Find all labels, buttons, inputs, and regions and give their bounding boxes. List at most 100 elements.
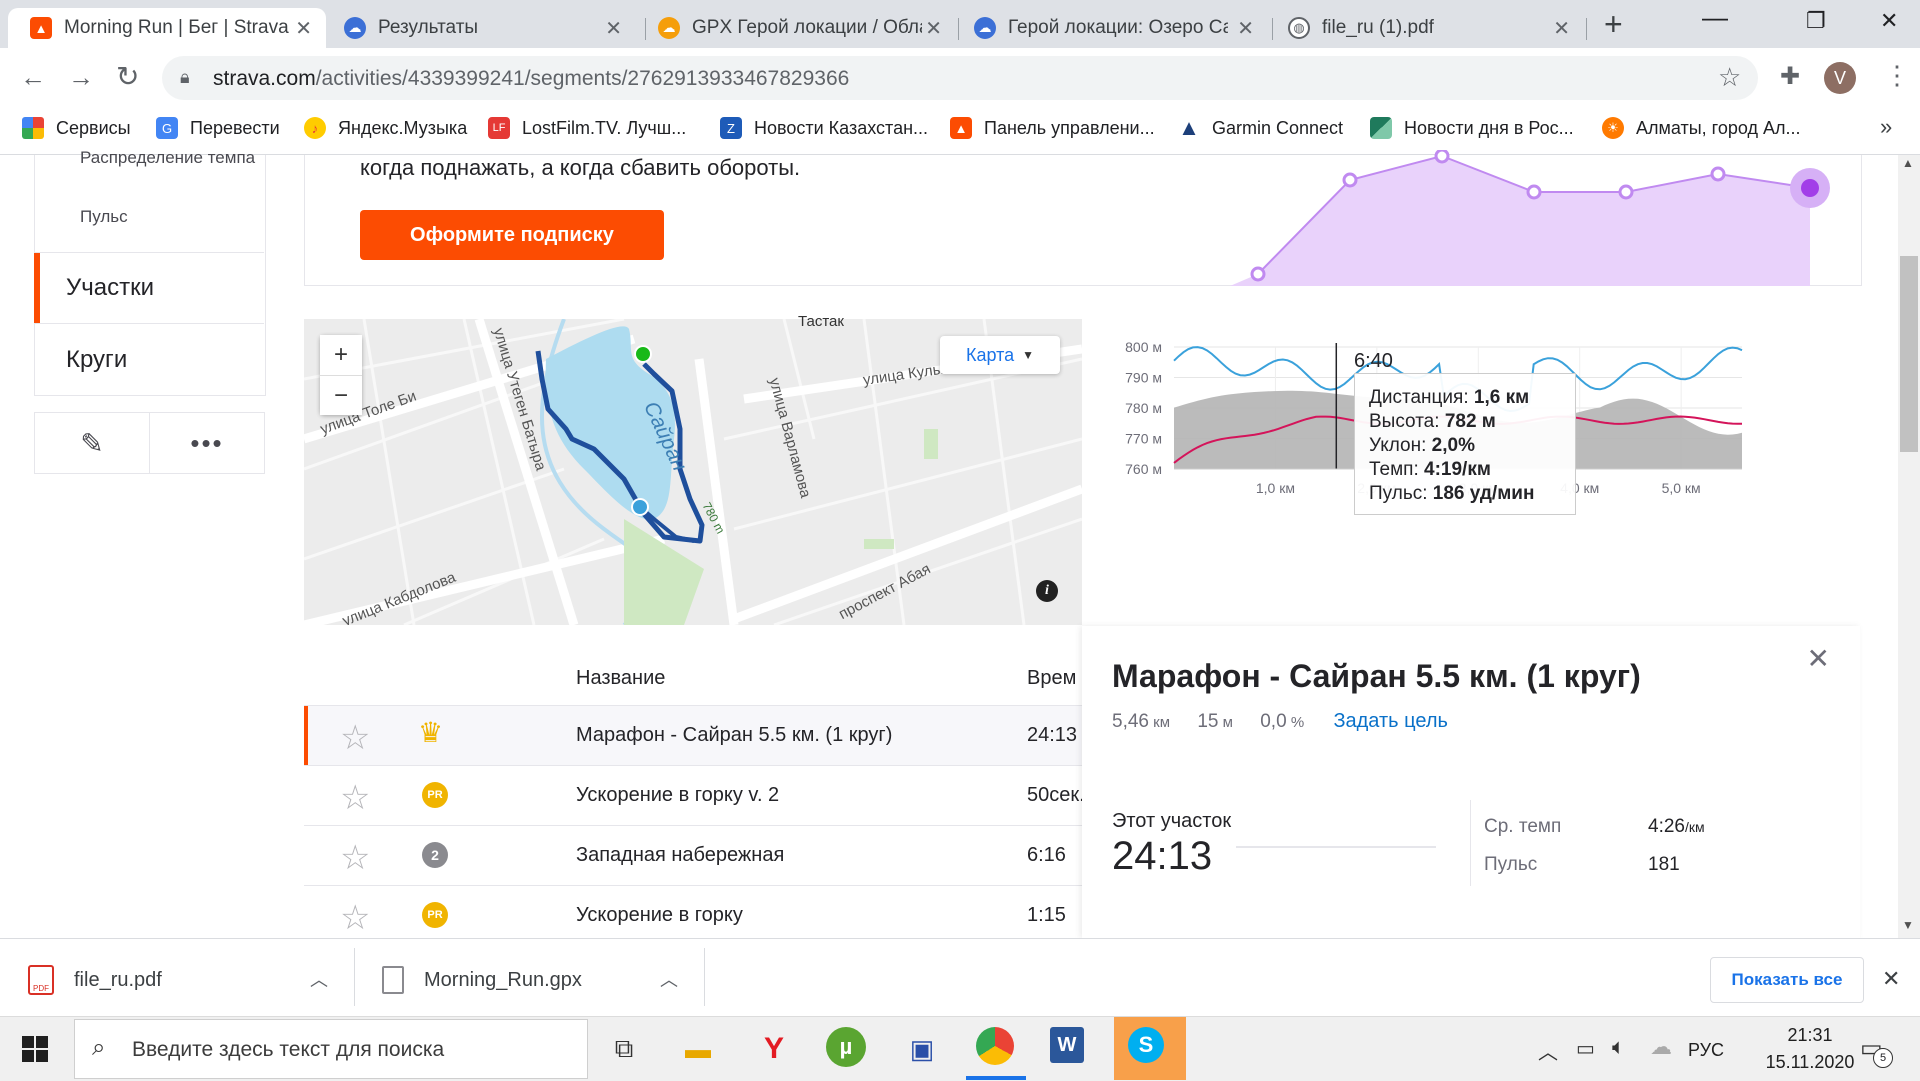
taskbar-search[interactable] xyxy=(74,1019,588,1079)
promo-text: когда поднажать, а когда сбавить обороты… xyxy=(360,155,801,180)
tab-strava[interactable]: ▲ Morning Run | Бег | Strava ✕ xyxy=(8,8,326,48)
close-tab-icon[interactable]: ✕ xyxy=(605,17,622,40)
sidebar-item-laps[interactable]: Круги xyxy=(66,346,128,373)
back-icon[interactable]: ← xyxy=(20,62,46,92)
star-icon[interactable]: ☆ xyxy=(340,839,371,877)
bookmark-star-icon[interactable]: ☆ xyxy=(1718,62,1742,92)
url-path: /activities/4339399241/segments/27629139… xyxy=(315,67,850,90)
forward-icon[interactable]: → xyxy=(68,62,94,92)
floppy-save-icon[interactable]: ▣ xyxy=(909,1033,935,1064)
word-icon[interactable]: W xyxy=(1050,1027,1084,1063)
segment-name[interactable]: Ускорение в горку v. 2 xyxy=(576,784,780,806)
tab-gpx[interactable]: ☁ GPX Герой локации / Обла ✕ xyxy=(646,8,956,48)
download-item-pdf[interactable]: file_ru.pdf xyxy=(74,969,162,991)
file-explorer-icon[interactable]: ▬ xyxy=(685,1033,711,1064)
sidebar-item-segments[interactable]: Участки xyxy=(66,274,154,301)
y-tick-label: 800 м xyxy=(1125,339,1162,355)
address-bar[interactable] xyxy=(162,56,1758,100)
info-icon[interactable]: i xyxy=(1036,580,1058,602)
bookmark-news-kz[interactable]: Z Новости Казахстан... xyxy=(720,117,928,139)
scrollbar-thumb[interactable] xyxy=(1900,256,1918,452)
clock-date[interactable]: 15.11.2020 xyxy=(1765,1052,1855,1072)
table-row[interactable]: ☆ 2 Западная набережная 6:16 xyxy=(304,825,1082,886)
close-tab-icon[interactable]: ✕ xyxy=(1237,17,1254,40)
star-icon[interactable]: ☆ xyxy=(340,719,371,757)
map-type-dropdown[interactable]: Карта ▼ xyxy=(940,336,1060,374)
speaker-icon[interactable]: 🔈︎ xyxy=(1612,1034,1626,1059)
close-icon[interactable]: ✕ xyxy=(1806,643,1830,674)
chevron-up-icon[interactable]: ︿ xyxy=(310,970,328,990)
cloud-tray-icon[interactable]: ☁ xyxy=(1650,1034,1672,1059)
more-bookmarks-icon[interactable]: » xyxy=(1880,114,1893,139)
tab-pdf[interactable]: ◍ file_ru (1).pdf ✕ xyxy=(1274,8,1584,48)
download-item-gpx[interactable]: Morning_Run.gpx xyxy=(424,969,582,991)
close-tab-icon[interactable]: ✕ xyxy=(1553,17,1570,40)
clock-time[interactable]: 21:31 xyxy=(1787,1025,1833,1045)
search-icon: ⌕ xyxy=(92,1034,106,1061)
close-downloads-icon[interactable]: ✕ xyxy=(1882,966,1901,991)
active-app-indicator xyxy=(966,1076,1026,1080)
subscribe-button[interactable]: Оформите подписку xyxy=(360,210,664,260)
battery-icon[interactable]: ▭ xyxy=(1576,1038,1595,1060)
extensions-icon[interactable]: ✚ xyxy=(1780,63,1801,90)
music-icon: ♪ xyxy=(304,117,326,139)
tray-chevron-icon[interactable]: ︿ xyxy=(1538,1042,1558,1064)
new-tab-button[interactable]: + xyxy=(1604,6,1623,42)
table-row[interactable]: ☆ PR Ускорение в горку v. 2 50сек. xyxy=(304,765,1082,826)
segment-name[interactable]: Марафон - Сайран 5.5 км. (1 круг) xyxy=(576,724,893,746)
bookmark-lostfilm[interactable]: LF LostFilm.TV. Лучш... xyxy=(488,117,686,139)
bookmark-label: LostFilm.TV. Лучш... xyxy=(522,117,687,138)
zoom-out-button[interactable]: − xyxy=(320,375,362,415)
preview-point xyxy=(1526,184,1542,200)
windows-start-icon[interactable] xyxy=(22,1036,48,1062)
hr-value: 181 xyxy=(1648,854,1680,875)
scroll-up-icon[interactable]: ▲ xyxy=(1902,156,1914,170)
tab-title: Герой локации: Озеро Сай xyxy=(1008,17,1228,38)
divider xyxy=(704,948,705,1006)
url-text[interactable]: strava.com/activities/4339399241/segment… xyxy=(213,67,849,91)
bookmark-strava-panel[interactable]: ▲ Панель управлени... xyxy=(950,117,1155,139)
close-tab-icon[interactable]: ✕ xyxy=(295,17,312,40)
table-row[interactable]: ☆ PR Ускорение в горку 1:15 xyxy=(304,885,1082,938)
profile-avatar[interactable]: V xyxy=(1824,62,1856,94)
segment-name[interactable]: Западная набережная xyxy=(576,844,785,866)
utorrent-icon[interactable]: µ xyxy=(826,1027,866,1067)
restore-icon[interactable]: ❐ xyxy=(1806,8,1826,33)
close-window-icon[interactable]: ✕ xyxy=(1880,8,1899,33)
set-goal-link[interactable]: Задать цель xyxy=(1333,710,1448,732)
star-icon[interactable]: ☆ xyxy=(340,779,371,817)
promo-pace-preview-chart xyxy=(1230,150,1830,286)
skype-icon[interactable]: S xyxy=(1128,1027,1164,1063)
close-tab-icon[interactable]: ✕ xyxy=(925,17,942,40)
minimize-icon[interactable]: — xyxy=(1702,2,1728,32)
bookmark-garmin[interactable]: ▲ Garmin Connect xyxy=(1178,115,1343,140)
task-view-icon[interactable]: ⧉ xyxy=(614,1033,634,1063)
pencil-icon[interactable]: ✎ xyxy=(34,412,150,474)
reload-icon[interactable]: ↻ xyxy=(116,61,140,92)
star-icon[interactable]: ☆ xyxy=(340,899,371,937)
bookmark-label: Яндекс.Музыка xyxy=(338,117,468,138)
more-icon[interactable]: ••• xyxy=(149,412,265,474)
show-all-downloads-button[interactable]: Показать все xyxy=(1710,957,1864,1003)
menu-icon[interactable]: ⋮ xyxy=(1884,60,1910,90)
yandex-browser-icon[interactable]: Y xyxy=(763,1032,784,1065)
bookmark-apps[interactable]: Сервисы xyxy=(22,117,131,139)
y-tick-label: 770 м xyxy=(1125,431,1162,447)
language-indicator[interactable]: РУС xyxy=(1688,1040,1725,1060)
segment-name[interactable]: Ускорение в горку xyxy=(576,904,743,926)
chrome-icon[interactable] xyxy=(976,1027,1014,1065)
scroll-down-icon[interactable]: ▼ xyxy=(1902,918,1914,932)
chevron-up-icon[interactable]: ︿ xyxy=(660,970,678,990)
sidebar-item-pace-distribution[interactable]: Распределение темпа xyxy=(80,148,256,167)
tab-results[interactable]: ☁ Результаты ✕ xyxy=(330,8,636,48)
sidebar-item-heart-rate[interactable]: Пульс xyxy=(80,207,128,226)
bookmark-music[interactable]: ♪ Яндекс.Музыка xyxy=(304,117,467,139)
second-place-medal-icon: 2 xyxy=(422,842,448,868)
bookmark-news-ru[interactable]: Новости дня в Рос... xyxy=(1370,117,1574,139)
zoom-in-button[interactable]: + xyxy=(320,335,362,375)
tab-hero[interactable]: ☁ Герой локации: Озеро Сай ✕ xyxy=(960,8,1268,48)
lock-icon[interactable]: 🔒︎ xyxy=(180,67,190,87)
bookmark-translate[interactable]: G Перевести xyxy=(156,117,280,139)
table-row[interactable]: ☆ ♛ Марафон - Сайран 5.5 км. (1 круг) 24… xyxy=(304,705,1082,766)
bookmark-almaty[interactable]: ☀ Алматы, город Ал... xyxy=(1602,117,1801,139)
